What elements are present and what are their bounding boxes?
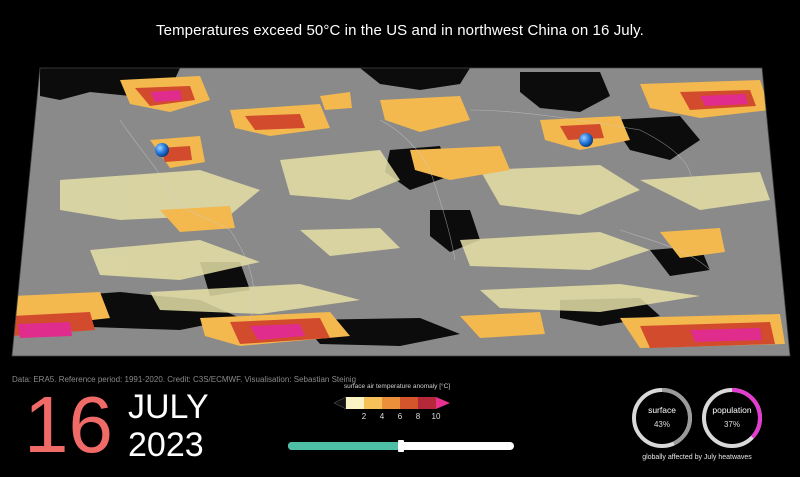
indicators-caption: globally affected by July heatwaves: [642, 454, 752, 461]
date-month: JULY: [128, 388, 209, 426]
population-donut: [702, 388, 762, 448]
population-value: 37%: [723, 420, 740, 429]
map-svg: [11, 67, 791, 357]
date-day: 16: [24, 380, 113, 469]
timeline-progress: [288, 442, 401, 450]
credit-line: Data: ERA5. Reference period: 1991-2020.…: [12, 375, 357, 384]
population-indicator: population 37%: [700, 386, 764, 450]
legend-swatch: [400, 397, 418, 409]
timeline-slider[interactable]: [288, 440, 514, 452]
legend-swatch: [382, 397, 400, 409]
surface-donut: [632, 388, 692, 448]
surface-indicator: surface 43%: [630, 386, 694, 450]
surface-value: 43%: [653, 420, 670, 429]
date-year: 2023: [128, 426, 204, 464]
headline: Temperatures exceed 50°C in the US and i…: [156, 22, 644, 39]
china-50c-marker: [579, 133, 593, 147]
us-50c-marker: [155, 143, 169, 157]
map-frame: [11, 67, 791, 357]
surface-label: surface: [648, 405, 676, 415]
legend-swatch: [418, 397, 436, 409]
legend-high-cap: [436, 397, 450, 409]
legend-tick-label: 8: [415, 412, 421, 421]
legend-colorbar: [333, 396, 450, 410]
world-heat-map: [11, 67, 791, 357]
legend-title: surface air temperature anomaly [°C]: [343, 383, 451, 390]
population-label: population: [712, 405, 752, 415]
timeline-handle[interactable]: [398, 440, 404, 452]
legend-swatch: [364, 397, 382, 409]
temperature-legend: surface air temperature anomaly [°C] 2 4 6…: [332, 383, 472, 422]
legend-tick-label: 6: [397, 412, 403, 421]
legend-swatch: [346, 397, 364, 409]
legend-ticks: 2 4 6 8 10: [332, 412, 472, 422]
legend-tick-label: 10: [431, 412, 441, 421]
legend-tick-label: 2: [361, 412, 367, 421]
legend-low-cap: [333, 396, 347, 410]
legend-tick-label: 4: [379, 412, 385, 421]
